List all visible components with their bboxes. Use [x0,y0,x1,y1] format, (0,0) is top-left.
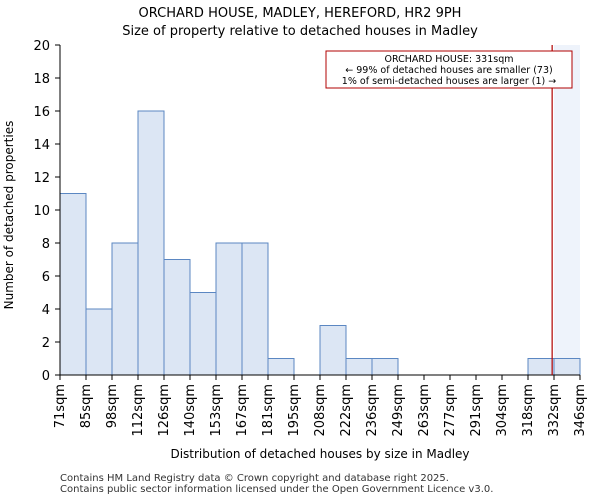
bar-332sqm [553,358,581,376]
bar-112sqm [137,110,165,376]
y-axis-label: Number of detached properties [2,121,16,310]
bar-153sqm [215,242,243,376]
y-tick-label: 20 [33,39,50,54]
annotation-line-1: ORCHARD HOUSE: 331sqm [384,54,513,65]
y-tick-label: 12 [33,171,50,186]
annotation-line-3: 1% of semi-detached houses are larger (1… [342,76,556,87]
x-tick-label: 249sqm [391,384,406,437]
bar-126sqm [163,259,191,376]
highlight-region [554,45,580,375]
bar-181sqm [267,358,295,376]
y-tick-label: 16 [33,105,50,120]
x-tick-label: 304sqm [495,384,510,437]
y-tick-label: 4 [42,303,50,318]
annotation-box [325,50,573,89]
x-tick-label: 85sqm [79,384,94,428]
y-tick-label: 0 [42,369,50,384]
y-tick-label: 18 [33,72,50,87]
x-tick-label: 112sqm [131,384,146,437]
x-tick-label: 332sqm [547,384,562,437]
bar-85sqm [85,308,113,376]
x-tick-label: 195sqm [287,384,302,437]
x-tick-label: 98sqm [105,384,120,428]
y-tick-label: 14 [33,138,50,153]
x-tick-label: 236sqm [365,384,380,437]
bar-208sqm [319,325,347,376]
x-axis-label: Distribution of detached houses by size … [170,447,469,461]
x-tick-label: 208sqm [313,384,328,437]
annotation-line-2: ← 99% of detached houses are smaller (73… [345,65,552,76]
chart-title: ORCHARD HOUSE, MADLEY, HEREFORD, HR2 9PH [138,6,462,21]
footer-copyright: Contains HM Land Registry data © Crown c… [60,473,449,484]
x-tick-label: 263sqm [417,384,432,437]
x-tick-label: 153sqm [209,384,224,437]
bar-236sqm [371,358,399,376]
chart-subtitle: Size of property relative to detached ho… [122,24,478,39]
bar-167sqm [241,242,269,376]
x-tick-label: 167sqm [235,384,250,437]
histogram-chart: 0 2 4 6 8 10 12 14 16 18 20 71sqm 85sqm 98sqm 112sqm 1… [2,39,588,461]
bar-318sqm [527,358,555,376]
y-tick-label: 6 [42,270,50,285]
x-tick-label: 126sqm [157,384,172,437]
y-tick-label: 8 [42,237,50,252]
bar-98sqm [111,242,139,376]
x-tick-label: 140sqm [183,384,198,437]
x-tick-label: 71sqm [53,384,68,428]
y-tick-label: 10 [33,204,50,219]
x-tick-label: 181sqm [261,384,276,437]
x-tick-label: 222sqm [339,384,354,437]
bar-140sqm [189,292,217,376]
bar-71sqm [59,193,87,376]
bar-222sqm [345,358,373,376]
x-tick-label: 346sqm [573,384,588,437]
footer-licence: Contains public sector information licen… [60,484,494,495]
x-tick-label: 291sqm [469,384,484,437]
x-tick-label: 277sqm [443,384,458,437]
x-tick-label: 318sqm [521,384,536,437]
y-tick-label: 2 [42,336,50,351]
